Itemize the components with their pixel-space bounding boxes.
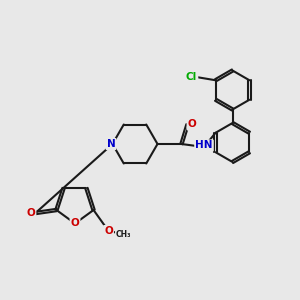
Text: N: N <box>106 139 116 149</box>
Text: O: O <box>27 208 35 218</box>
Text: CH₃: CH₃ <box>116 230 131 238</box>
Text: O: O <box>188 119 196 130</box>
Text: O: O <box>104 226 113 236</box>
Text: HN: HN <box>195 140 213 151</box>
Text: Cl: Cl <box>186 72 197 82</box>
Text: O: O <box>70 218 80 229</box>
